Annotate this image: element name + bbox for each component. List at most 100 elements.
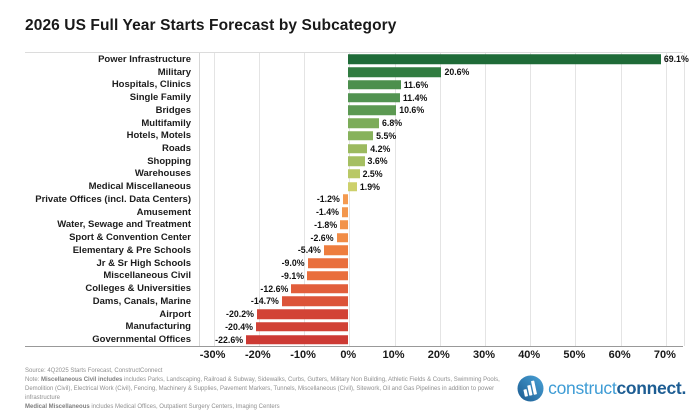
category-label: Airport (159, 308, 191, 320)
x-tick-label: 30% (472, 349, 495, 361)
bar-row: Medical Miscellaneous 1.9% (25, 180, 683, 193)
bar-row: Military 20.6% (25, 66, 683, 79)
bar[interactable] (291, 283, 349, 294)
gridline (213, 53, 215, 346)
bar[interactable] (348, 80, 401, 90)
bar[interactable] (348, 169, 360, 179)
bar-rows: Power Infrastructure 69.1% Military 20.6% Ho… (25, 53, 689, 346)
category-label: Amusement (136, 206, 191, 218)
gridline (484, 53, 486, 346)
bar-row: Warehouses 2.5% (25, 168, 683, 181)
bar[interactable] (342, 194, 349, 205)
plot-area (199, 53, 685, 346)
bar[interactable] (348, 118, 380, 128)
plot-cell: 11.6% (199, 78, 683, 91)
bar-row: Sport & Convention Center -2.6% (25, 231, 683, 244)
gridline (394, 53, 396, 346)
category-label: Sport & Convention Center (69, 232, 191, 244)
category-label: Hospitals, Clinics (111, 79, 191, 91)
plot-cell: -9.1% (199, 269, 683, 282)
x-tick-label: 20% (427, 349, 450, 361)
plot-cell: 3.6% (199, 155, 683, 168)
bar-row: Water, Sewage and Treatment -1.8% (25, 219, 683, 232)
plot-cell: -1.2% (199, 193, 683, 206)
value-label: -22.6% (215, 334, 244, 345)
bar[interactable] (348, 181, 357, 192)
bar[interactable] (341, 207, 349, 217)
category-label: Military (157, 66, 191, 78)
category-label: Single Family (129, 92, 191, 104)
gridline (439, 53, 441, 346)
bar[interactable] (340, 220, 349, 230)
footnote: Source: 4Q2025 Starts Forecast, Construc… (25, 367, 507, 411)
value-label: 10.6% (399, 105, 425, 116)
medical-note-text: Medical Miscellaneous includes Medical O… (25, 403, 507, 411)
note-rest: includes Parks, Landscaping, Railroad & … (25, 377, 500, 401)
logo-period: . (681, 378, 686, 398)
category-label: Jr & Sr High Schools (96, 257, 192, 269)
logo-connect: connect (616, 378, 682, 398)
bar[interactable] (323, 245, 349, 256)
bar[interactable] (348, 143, 368, 154)
x-tick-label: -20% (244, 349, 271, 361)
bar[interactable] (348, 67, 442, 77)
note-text: Note: Miscellaneous Civil includes inclu… (25, 376, 507, 403)
bar[interactable] (348, 131, 374, 141)
chart-title: 2026 US Full Year Starts Forecast by Sub… (25, 17, 397, 34)
value-label: -2.6% (310, 232, 334, 243)
value-label: 3.6% (367, 156, 388, 167)
category-label: Multifamily (141, 117, 191, 129)
bar-row: Elementary & Pre Schools -5.4% (25, 244, 683, 257)
value-label: 4.2% (370, 143, 391, 154)
bar[interactable] (246, 334, 349, 345)
value-label: -12.6% (260, 283, 289, 294)
note-prefix: Note: (25, 377, 42, 383)
bar-row: Roads 4.2% (25, 142, 683, 155)
x-tick-label: -30% (199, 349, 226, 361)
plot-cell: -1.8% (199, 219, 683, 232)
bar-row: Hospitals, Clinics 11.6% (25, 78, 683, 91)
bar[interactable] (348, 54, 661, 65)
bar[interactable] (255, 322, 349, 332)
category-label: Hotels, Motels (126, 130, 191, 142)
plot-cell: 10.6% (199, 104, 683, 117)
bar[interactable] (348, 156, 365, 166)
bar[interactable] (307, 258, 349, 268)
x-tick-label: 10% (382, 349, 405, 361)
category-label: Private Offices (incl. Data Centers) (35, 193, 191, 205)
x-tick-label: 0% (340, 349, 357, 361)
plot-cell: -12.6% (199, 282, 683, 295)
plot-cell: 5.5% (199, 129, 683, 142)
plot-cell: -20.2% (199, 308, 683, 321)
bar-row: Airport -20.2% (25, 308, 683, 321)
plot-cell: -2.6% (199, 231, 683, 244)
plot-cell: -20.4% (199, 320, 683, 333)
plot-cell: 2.5% (199, 168, 683, 181)
value-label: 69.1% (663, 54, 689, 65)
category-label: Dams, Canals, Marine (92, 295, 191, 307)
gridline (575, 53, 577, 346)
source-text: Source: 4Q2025 Starts Forecast, Construc… (25, 368, 163, 374)
medical-bold: Medical Miscellaneous (25, 404, 90, 410)
value-label: -9.1% (281, 270, 305, 281)
value-label: 11.4% (402, 92, 428, 103)
gridline (304, 53, 306, 346)
category-label: Bridges (155, 104, 191, 116)
value-label: 20.6% (444, 67, 470, 78)
bar-row: Power Infrastructure 69.1% (25, 53, 689, 66)
bar[interactable] (256, 309, 349, 319)
bar[interactable] (348, 92, 400, 103)
bar-row: Hotels, Motels 5.5% (25, 129, 683, 142)
logo-construct: construct (548, 378, 617, 398)
bar[interactable] (307, 271, 349, 281)
value-label: -1.2% (316, 194, 340, 205)
plot-cell: 69.1% (199, 53, 689, 66)
x-tick-label: -10% (290, 349, 316, 361)
bar-row: Private Offices (incl. Data Centers) -1.2… (25, 193, 683, 206)
bar[interactable] (336, 232, 349, 243)
constructconnect-logo-icon (517, 375, 544, 402)
bar[interactable] (348, 105, 397, 116)
note-bold: Miscellaneous Civil includes (41, 377, 123, 383)
bar[interactable] (281, 296, 349, 307)
value-label: -1.4% (315, 207, 339, 218)
